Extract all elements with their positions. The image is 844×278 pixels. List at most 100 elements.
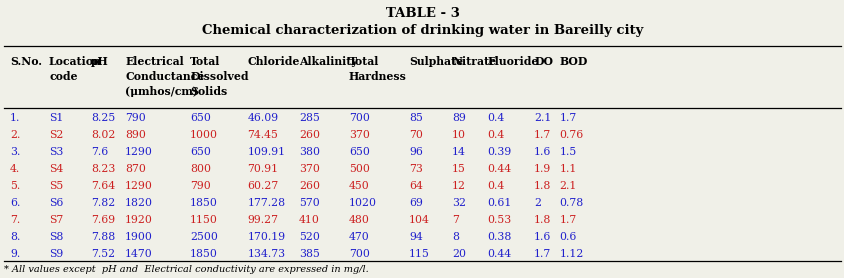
Text: Total: Total: [190, 56, 220, 67]
Text: Alkalinity: Alkalinity: [299, 56, 358, 67]
Text: 0.39: 0.39: [487, 147, 511, 157]
Text: 260: 260: [299, 130, 320, 140]
Text: 285: 285: [299, 113, 320, 123]
Text: 1.6: 1.6: [533, 232, 551, 242]
Text: 7.82: 7.82: [91, 198, 116, 208]
Text: 1290: 1290: [125, 147, 153, 157]
Text: Chemical characterization of drinking water in Bareilly city: Chemical characterization of drinking wa…: [202, 24, 642, 37]
Text: 14: 14: [452, 147, 465, 157]
Text: 480: 480: [349, 215, 370, 225]
Text: Sulphate: Sulphate: [408, 56, 463, 67]
Text: 2.1: 2.1: [533, 113, 551, 123]
Text: 1.7: 1.7: [559, 113, 576, 123]
Text: 700: 700: [349, 249, 370, 259]
Text: 2: 2: [533, 198, 540, 208]
Text: 0.6: 0.6: [559, 232, 576, 242]
Text: S2: S2: [49, 130, 63, 140]
Text: 177.28: 177.28: [247, 198, 285, 208]
Text: 7: 7: [452, 215, 458, 225]
Text: 109.91: 109.91: [247, 147, 285, 157]
Text: 1.9: 1.9: [533, 163, 550, 173]
Text: 1.8: 1.8: [533, 215, 551, 225]
Text: DO: DO: [533, 56, 552, 67]
Text: 370: 370: [299, 163, 320, 173]
Text: 12: 12: [452, 180, 466, 190]
Text: * All values except  pH and  Electrical conductivity are expressed in mg/l.: * All values except pH and Electrical co…: [4, 265, 369, 274]
Text: 450: 450: [349, 180, 370, 190]
Text: 650: 650: [190, 147, 211, 157]
Text: Nitrate: Nitrate: [452, 56, 495, 67]
Text: 500: 500: [349, 163, 370, 173]
Text: 46.09: 46.09: [247, 113, 279, 123]
Text: 74.45: 74.45: [247, 130, 279, 140]
Text: 0.76: 0.76: [559, 130, 583, 140]
Text: 7.64: 7.64: [91, 180, 116, 190]
Text: Hardness: Hardness: [349, 71, 406, 82]
Text: 0.38: 0.38: [487, 232, 511, 242]
Text: Chloride: Chloride: [247, 56, 300, 67]
Text: Conductance: Conductance: [125, 71, 204, 82]
Text: 7.: 7.: [10, 215, 20, 225]
Text: 8: 8: [452, 232, 458, 242]
Text: 470: 470: [349, 232, 370, 242]
Text: 70.91: 70.91: [247, 163, 279, 173]
Text: 69: 69: [408, 198, 422, 208]
Text: 1290: 1290: [125, 180, 153, 190]
Text: 8.02: 8.02: [91, 130, 116, 140]
Text: 790: 790: [125, 113, 146, 123]
Text: 134.73: 134.73: [247, 249, 285, 259]
Text: TABLE - 3: TABLE - 3: [385, 7, 459, 20]
Text: 370: 370: [349, 130, 370, 140]
Text: 96: 96: [408, 147, 422, 157]
Text: 570: 570: [299, 198, 320, 208]
Text: Location: Location: [49, 56, 101, 67]
Text: 650: 650: [190, 113, 211, 123]
Text: 700: 700: [349, 113, 370, 123]
Text: 870: 870: [125, 163, 146, 173]
Text: 520: 520: [299, 232, 320, 242]
Text: 32: 32: [452, 198, 466, 208]
Text: S6: S6: [49, 198, 63, 208]
Text: 10: 10: [452, 130, 466, 140]
Text: 70: 70: [408, 130, 422, 140]
Text: 1.5: 1.5: [559, 147, 576, 157]
Text: 1.12: 1.12: [559, 249, 583, 259]
Text: BOD: BOD: [559, 56, 587, 67]
Text: 8.23: 8.23: [91, 163, 116, 173]
Text: (μmhos/cm): (μmhos/cm): [125, 86, 197, 97]
Text: 1850: 1850: [190, 198, 218, 208]
Text: Solids: Solids: [190, 86, 227, 97]
Text: 650: 650: [349, 147, 370, 157]
Text: 1020: 1020: [349, 198, 376, 208]
Text: 410: 410: [299, 215, 320, 225]
Text: 20: 20: [452, 249, 466, 259]
Text: 1.6: 1.6: [533, 147, 551, 157]
Text: 73: 73: [408, 163, 422, 173]
Text: Dissolved: Dissolved: [190, 71, 248, 82]
Text: 800: 800: [190, 163, 211, 173]
Text: 89: 89: [452, 113, 465, 123]
Text: 0.4: 0.4: [487, 130, 504, 140]
Text: S5: S5: [49, 180, 63, 190]
Text: 15: 15: [452, 163, 465, 173]
Text: 1.7: 1.7: [533, 130, 550, 140]
Text: 1470: 1470: [125, 249, 153, 259]
Text: Fluoride: Fluoride: [487, 56, 538, 67]
Text: S.No.: S.No.: [10, 56, 42, 67]
Text: 7.88: 7.88: [91, 232, 116, 242]
Text: Total: Total: [349, 56, 379, 67]
Text: 104: 104: [408, 215, 430, 225]
Text: S1: S1: [49, 113, 63, 123]
Text: 9.: 9.: [10, 249, 20, 259]
Text: S9: S9: [49, 249, 63, 259]
Text: 7.52: 7.52: [91, 249, 116, 259]
Text: 260: 260: [299, 180, 320, 190]
Text: 1.1: 1.1: [559, 163, 576, 173]
Text: 0.44: 0.44: [487, 249, 511, 259]
Text: S3: S3: [49, 147, 63, 157]
Text: 0.53: 0.53: [487, 215, 511, 225]
Text: Electrical: Electrical: [125, 56, 184, 67]
Text: pH: pH: [91, 56, 109, 67]
Text: 1.7: 1.7: [559, 215, 576, 225]
Text: 4.: 4.: [10, 163, 20, 173]
